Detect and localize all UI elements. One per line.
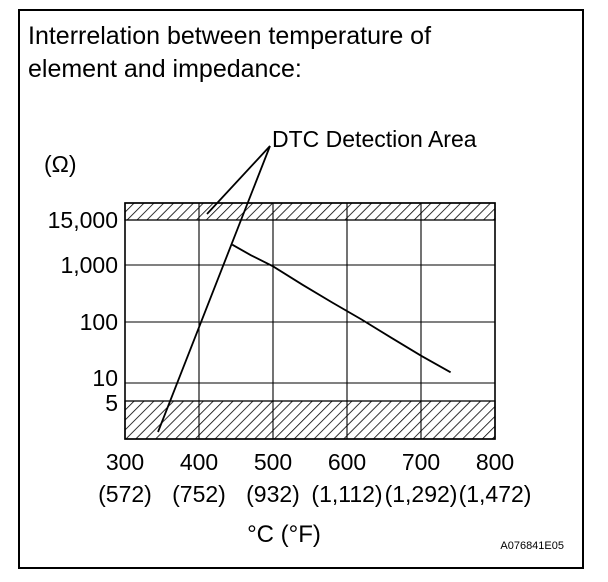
figure-title-line2: element and impedance: — [28, 55, 302, 83]
y-tick-label: 5 — [105, 390, 118, 416]
x-tick-label-fahrenheit: (572) — [98, 481, 152, 507]
x-tick-label-celsius: 500 — [254, 449, 292, 475]
plot-border — [124, 202, 496, 440]
x-tick-label-celsius: 800 — [476, 449, 514, 475]
y-tick-label: 1,000 — [60, 252, 118, 278]
hatched-band-upper — [124, 202, 496, 221]
x-tick-label-fahrenheit: (752) — [172, 481, 226, 507]
annotation-dtc-detection-area: DTC Detection Area — [272, 126, 477, 152]
figure-title-line1: Interrelation between temperature of — [28, 22, 432, 50]
y-tick-label: 10 — [92, 365, 118, 391]
x-tick-label-celsius: 300 — [106, 449, 144, 475]
y-unit-label: (Ω) — [44, 151, 77, 177]
figure-id: A076841E05 — [500, 540, 564, 552]
leader-line-lower — [157, 145, 271, 433]
figure-frame — [18, 9, 584, 569]
y-tick-label: 100 — [80, 309, 118, 335]
x-tick-label-fahrenheit: (1,292) — [385, 481, 458, 507]
x-tick-label-fahrenheit: (1,472) — [459, 481, 532, 507]
x-tick-label-celsius: 600 — [328, 449, 366, 475]
impedance-curve — [231, 243, 452, 374]
x-tick-label-fahrenheit: (932) — [246, 481, 300, 507]
x-tick-label-fahrenheit: (1,112) — [311, 481, 382, 507]
leader-line-upper — [206, 145, 271, 215]
y-tick-label: 15,000 — [48, 207, 118, 233]
x-axis-title: °C (°F) — [247, 521, 321, 548]
x-tick-label-celsius: 400 — [180, 449, 218, 475]
hatched-band-lower — [124, 400, 496, 440]
x-tick-label-celsius: 700 — [402, 449, 440, 475]
